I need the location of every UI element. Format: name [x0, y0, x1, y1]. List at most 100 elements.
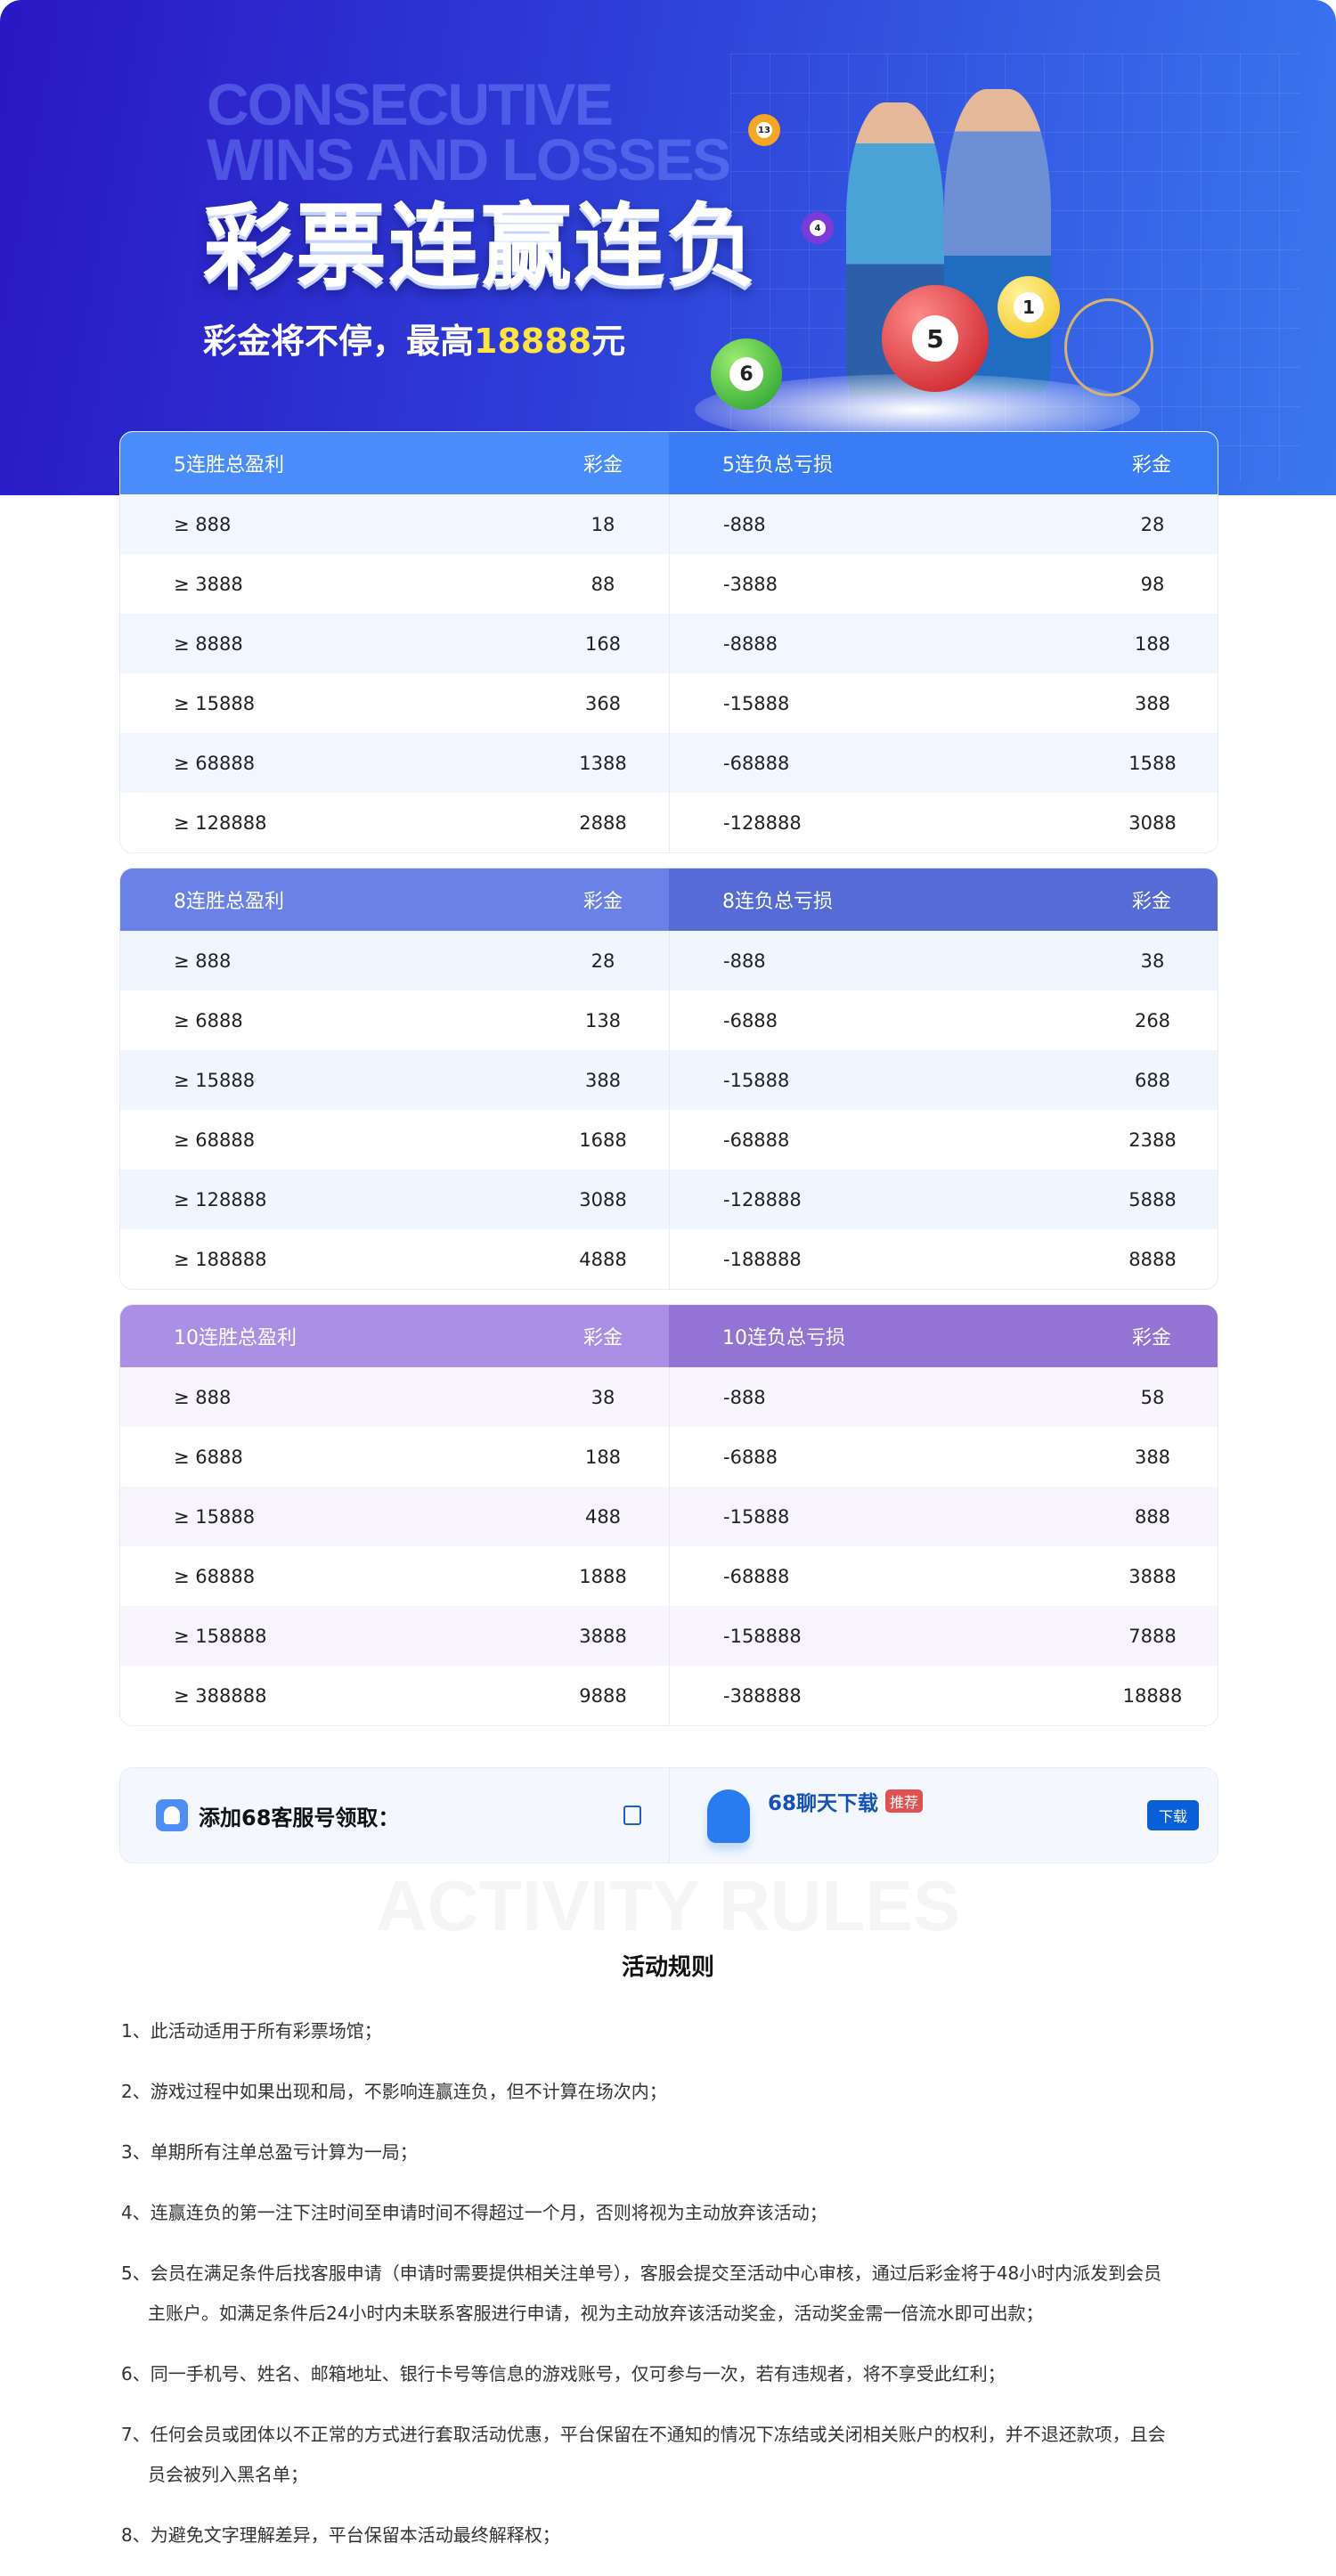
octopus-logo-icon — [707, 1789, 750, 1843]
win-prize: 368 — [584, 692, 622, 714]
loss-cell: -128888 5888 — [669, 1170, 1218, 1229]
loss-cell: -68888 1588 — [669, 733, 1218, 793]
loss-threshold: -888 — [723, 1386, 766, 1408]
loss-threshold: -888 — [723, 513, 766, 535]
reward-table: 5连胜总盈利 彩金 5连负总亏损 彩金 ≥ 888 18 -888 28 ≥ 3888 8… — [120, 432, 1218, 852]
loss-threshold: -68888 — [723, 752, 790, 774]
loss-prize: 3088 — [1128, 811, 1177, 834]
win-cell: ≥ 888 28 — [120, 931, 669, 990]
loss-cell: -68888 3888 — [669, 1546, 1218, 1606]
win-threshold: ≥ 158888 — [174, 1625, 267, 1647]
download-button[interactable]: 下载 — [1147, 1800, 1199, 1830]
hero-banner: CONSECUTIVE WINS AND LOSSES 彩票连赢连负 彩金将不停，… — [0, 0, 1336, 495]
win-cell: ≥ 68888 1388 — [120, 733, 669, 793]
copy-icon[interactable] — [623, 1806, 641, 1825]
ball-icon: 13 — [748, 114, 780, 146]
win-header: 5连胜总盈利 彩金 — [120, 432, 669, 494]
loss-cell: -158888 7888 — [669, 1606, 1218, 1666]
banner-title: 彩票连赢连负 — [203, 194, 759, 300]
table-row: ≥ 158888 3888 -158888 7888 — [120, 1606, 1218, 1666]
win-threshold: ≥ 888 — [174, 513, 232, 535]
loss-prize: 5888 — [1128, 1188, 1177, 1211]
loss-cell: -3888 98 — [669, 554, 1218, 614]
win-prize: 1888 — [579, 1565, 627, 1587]
rules-list: 1、此活动适用于所有彩票场馆； 2、游戏过程中如果出现和局，不影响连赢连负，但不计… — [121, 2011, 1172, 2576]
table-row: ≥ 128888 2888 -128888 3088 — [120, 793, 1218, 852]
table-row: ≥ 888 28 -888 38 — [120, 931, 1218, 990]
ball-icon: 6 — [711, 338, 782, 410]
table-row: ≥ 15888 488 -15888 888 — [120, 1487, 1218, 1546]
win-header-label: 8连胜总盈利 — [174, 891, 284, 913]
loss-prize: 38 — [1140, 950, 1165, 972]
loss-threshold: -388888 — [723, 1684, 802, 1707]
loss-cell: -68888 2388 — [669, 1110, 1218, 1170]
loss-prize-header: 彩金 — [1131, 891, 1171, 913]
table-row: ≥ 388888 9888 -388888 18888 — [120, 1666, 1218, 1725]
win-cell: ≥ 15888 388 — [120, 1050, 669, 1110]
table-header: 5连胜总盈利 彩金 5连负总亏损 彩金 — [120, 432, 1218, 494]
rule-item: 1、此活动适用于所有彩票场馆； — [121, 2020, 382, 2042]
rules-title: 活动规则 — [621, 1954, 714, 1981]
rule-item: 5、会员在满足条件后找客服申请（申请时需要提供相关注单号），客服会提交至活动中心… — [121, 2262, 1162, 2324]
loss-prize-header: 彩金 — [1131, 454, 1171, 477]
banner-english-title: CONSECUTIVE WINS AND LOSSES — [207, 71, 731, 189]
lottery-cage — [1064, 298, 1153, 396]
win-cell: ≥ 15888 368 — [120, 673, 669, 733]
win-prize: 188 — [584, 1446, 622, 1468]
win-threshold: ≥ 8888 — [174, 632, 243, 655]
loss-cell: -888 58 — [669, 1367, 1218, 1427]
loss-threshold: -68888 — [723, 1129, 790, 1151]
win-threshold: ≥ 15888 — [174, 1069, 256, 1091]
win-threshold: ≥ 6888 — [174, 1446, 243, 1468]
loss-prize: 388 — [1134, 1446, 1171, 1468]
subtitle-suffix: 元 — [591, 322, 626, 361]
win-prize: 388 — [584, 1069, 622, 1091]
recommended-badge: 推荐 — [885, 1789, 924, 1813]
win-prize: 1688 — [579, 1129, 627, 1151]
loss-threshold: -15888 — [723, 1069, 790, 1091]
table-header: 8连胜总盈利 彩金 8连负总亏损 彩金 — [120, 868, 1218, 931]
loss-threshold: -888 — [723, 950, 766, 972]
win-prize: 9888 — [579, 1684, 627, 1707]
loss-cell: -6888 268 — [669, 990, 1218, 1050]
app-name: 68聊天下载 — [768, 1792, 879, 1815]
win-header: 10连胜总盈利 彩金 — [120, 1305, 669, 1367]
ball-icon: 1 — [998, 276, 1060, 338]
loss-cell: -15888 388 — [669, 673, 1218, 733]
loss-prize: 98 — [1140, 573, 1165, 595]
loss-prize: 28 — [1140, 513, 1165, 535]
rule-item: 6、同一手机号、姓名、邮箱地址、银行卡号等信息的游戏账号，仅可参与一次，若有违规… — [121, 2363, 1006, 2384]
app-title-line: 68聊天下载 推荐 — [768, 1786, 924, 1816]
loss-prize: 888 — [1134, 1505, 1171, 1528]
en-title-line1: CONSECUTIVE — [207, 71, 614, 137]
loss-prize: 2388 — [1128, 1129, 1177, 1151]
subtitle-prefix: 彩金将不停，最高 — [203, 322, 475, 361]
loss-prize: 8888 — [1128, 1248, 1177, 1270]
table-row: ≥ 128888 3088 -128888 5888 — [120, 1170, 1218, 1229]
loss-prize: 3888 — [1128, 1565, 1177, 1587]
loss-threshold: -188888 — [723, 1248, 802, 1270]
reward-table: 10连胜总盈利 彩金 10连负总亏损 彩金 ≥ 888 38 -888 58 ≥ 688… — [120, 1305, 1218, 1725]
win-cell: ≥ 15888 488 — [120, 1487, 669, 1546]
loss-cell: -128888 3088 — [669, 793, 1218, 852]
win-cell: ≥ 68888 1688 — [120, 1110, 669, 1170]
reward-table: 8连胜总盈利 彩金 8连负总亏损 彩金 ≥ 888 28 -888 38 ≥ 6888 1… — [120, 868, 1218, 1289]
win-cell: ≥ 6888 188 — [120, 1427, 669, 1487]
win-cell: ≥ 188888 4888 — [120, 1229, 669, 1289]
win-threshold: ≥ 888 — [174, 950, 232, 972]
loss-cell: -188888 8888 — [669, 1229, 1218, 1289]
loss-header: 8连负总亏损 彩金 — [669, 868, 1218, 931]
rule-item: 7、任何会员或团体以不正常的方式进行套取活动优惠，平台保留在不通知的情况下冻结或… — [121, 2424, 1166, 2485]
loss-cell: -15888 888 — [669, 1487, 1218, 1546]
loss-threshold: -3888 — [723, 573, 778, 595]
ball-icon: 5 — [882, 285, 989, 392]
win-header-label: 5连胜总盈利 — [174, 454, 284, 477]
loss-threshold: -6888 — [723, 1446, 778, 1468]
win-prize: 1388 — [579, 752, 627, 774]
loss-prize: 18888 — [1122, 1684, 1183, 1707]
loss-threshold: -15888 — [723, 692, 790, 714]
win-prize-header: 彩金 — [582, 454, 623, 477]
table-row: ≥ 15888 368 -15888 388 — [120, 673, 1218, 733]
loss-threshold: -8888 — [723, 632, 778, 655]
table-row: ≥ 188888 4888 -188888 8888 — [120, 1229, 1218, 1289]
